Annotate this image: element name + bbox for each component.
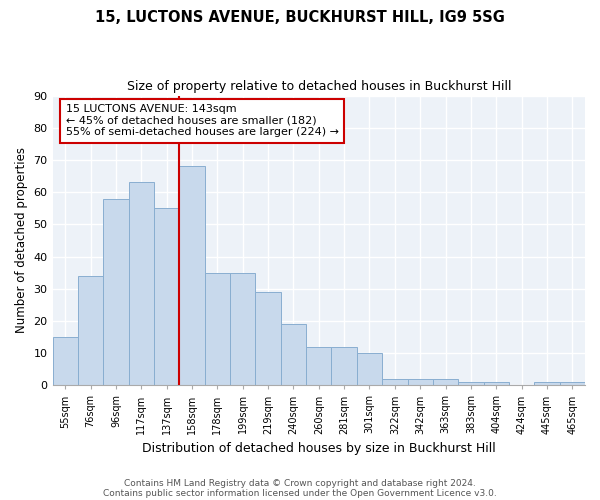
Text: 15, LUCTONS AVENUE, BUCKHURST HILL, IG9 5SG: 15, LUCTONS AVENUE, BUCKHURST HILL, IG9 …: [95, 10, 505, 25]
Bar: [205, 272, 230, 386]
Bar: [256, 292, 281, 386]
Bar: [103, 198, 128, 386]
Title: Size of property relative to detached houses in Buckhurst Hill: Size of property relative to detached ho…: [127, 80, 511, 93]
Bar: [382, 379, 407, 386]
Bar: [230, 272, 256, 386]
Bar: [560, 382, 585, 386]
Bar: [534, 382, 560, 386]
Bar: [306, 346, 331, 386]
Bar: [281, 324, 306, 386]
Bar: [484, 382, 509, 386]
Bar: [458, 382, 484, 386]
Bar: [78, 276, 103, 386]
Text: Contains HM Land Registry data © Crown copyright and database right 2024.: Contains HM Land Registry data © Crown c…: [124, 478, 476, 488]
Bar: [128, 182, 154, 386]
Text: 15 LUCTONS AVENUE: 143sqm
← 45% of detached houses are smaller (182)
55% of semi: 15 LUCTONS AVENUE: 143sqm ← 45% of detac…: [66, 104, 339, 138]
X-axis label: Distribution of detached houses by size in Buckhurst Hill: Distribution of detached houses by size …: [142, 442, 496, 455]
Y-axis label: Number of detached properties: Number of detached properties: [15, 148, 28, 334]
Bar: [407, 379, 433, 386]
Bar: [357, 353, 382, 386]
Bar: [331, 346, 357, 386]
Bar: [433, 379, 458, 386]
Text: Contains public sector information licensed under the Open Government Licence v3: Contains public sector information licen…: [103, 488, 497, 498]
Bar: [53, 337, 78, 386]
Bar: [179, 166, 205, 386]
Bar: [154, 208, 179, 386]
